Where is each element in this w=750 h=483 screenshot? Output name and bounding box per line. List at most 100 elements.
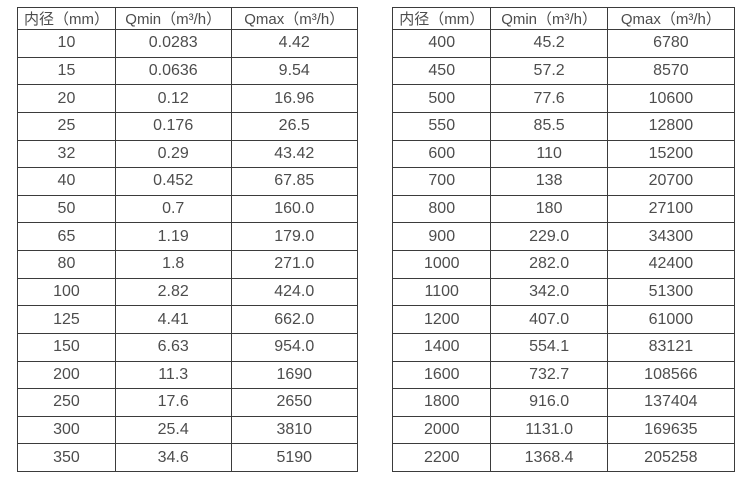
table-header-row: 内径（mm） Qmin（m³/h） Qmax（m³/h） — [17, 7, 358, 30]
table-cell: 900 — [391, 222, 492, 251]
table-cell: 732.7 — [490, 360, 608, 390]
table-cell: 4.42 — [230, 29, 358, 58]
table-row: 150 6.63 954.0 — [17, 332, 358, 362]
table-cell: 916.0 — [490, 388, 608, 417]
table-row: 2000 1131.0 169635 — [391, 415, 736, 445]
table-cell: 27100 — [606, 194, 736, 224]
column-header-qmin: Qmin（m³/h） — [114, 7, 232, 30]
table-row: 10 0.0283 4.42 — [17, 29, 358, 58]
flow-table-large-diameters: 内径（mm） Qmin（m³/h） Qmax（m³/h） 400 45.2 6780… — [391, 7, 736, 472]
table-cell: 1368.4 — [490, 443, 608, 472]
table-cell: 800 — [391, 194, 492, 224]
table-cell: 6780 — [606, 29, 736, 58]
column-header-diameter: 内径（mm） — [17, 7, 116, 30]
table-cell: 20 — [17, 84, 116, 113]
table-cell: 10 — [17, 29, 116, 58]
table-cell: 271.0 — [230, 250, 358, 279]
table-cell: 34300 — [606, 222, 736, 251]
table-cell: 424.0 — [230, 277, 358, 307]
table-cell: 2200 — [391, 443, 492, 472]
table-row: 200 11.3 1690 — [17, 360, 358, 390]
table-cell: 0.0636 — [114, 56, 232, 86]
column-header-diameter: 内径（mm） — [391, 7, 492, 30]
table-cell: 25 — [17, 111, 116, 141]
table-cell: 1800 — [391, 388, 492, 417]
table-cell: 4.41 — [114, 305, 232, 334]
table-cell: 0.176 — [114, 111, 232, 141]
table-cell: 10600 — [606, 84, 736, 113]
table-cell: 200 — [17, 360, 116, 390]
table-cell: 43.42 — [230, 139, 358, 169]
table-row: 2200 1368.4 205258 — [391, 443, 736, 472]
table-cell: 5190 — [230, 443, 358, 472]
table-cell: 342.0 — [490, 277, 608, 307]
table-cell: 26.5 — [230, 111, 358, 141]
table-cell: 42400 — [606, 250, 736, 279]
table-cell: 9.54 — [230, 56, 358, 86]
table-cell: 450 — [391, 56, 492, 86]
table-cell: 77.6 — [490, 84, 608, 113]
table-cell: 1200 — [391, 305, 492, 334]
table-cell: 554.1 — [490, 332, 608, 362]
table-cell: 229.0 — [490, 222, 608, 251]
table-cell: 0.29 — [114, 139, 232, 169]
table-cell: 205258 — [606, 443, 736, 472]
table-cell: 57.2 — [490, 56, 608, 86]
table-header-row: 内径（mm） Qmin（m³/h） Qmax（m³/h） — [391, 7, 736, 30]
table-row: 600 110 15200 — [391, 139, 736, 169]
table-row: 700 138 20700 — [391, 167, 736, 196]
table-cell: 85.5 — [490, 111, 608, 141]
table-cell: 3810 — [230, 415, 358, 445]
table-row: 1200 407.0 61000 — [391, 305, 736, 334]
table-cell: 80 — [17, 250, 116, 279]
flow-table-small-diameters: 内径（mm） Qmin（m³/h） Qmax（m³/h） 10 0.0283 4.4… — [17, 7, 358, 472]
table-cell: 17.6 — [114, 388, 232, 417]
table-cell: 125 — [17, 305, 116, 334]
table-cell: 1100 — [391, 277, 492, 307]
table-row: 1100 342.0 51300 — [391, 277, 736, 307]
table-body: 400 45.2 6780 450 57.2 8570 500 77.6 10600 550 85.… — [391, 29, 736, 472]
table-cell: 6.63 — [114, 332, 232, 362]
table-cell: 50 — [17, 194, 116, 224]
table-cell: 300 — [17, 415, 116, 445]
table-cell: 0.452 — [114, 167, 232, 196]
table-row: 800 180 27100 — [391, 194, 736, 224]
table-cell: 110 — [490, 139, 608, 169]
table-cell: 169635 — [606, 415, 736, 445]
table-cell: 1000 — [391, 250, 492, 279]
table-cell: 600 — [391, 139, 492, 169]
table-cell: 8570 — [606, 56, 736, 86]
table-row: 1000 282.0 42400 — [391, 250, 736, 279]
table-row: 300 25.4 3810 — [17, 415, 358, 445]
table-cell: 0.0283 — [114, 29, 232, 58]
table-cell: 180 — [490, 194, 608, 224]
table-row: 900 229.0 34300 — [391, 222, 736, 251]
table-cell: 20700 — [606, 167, 736, 196]
table-cell: 100 — [17, 277, 116, 307]
table-cell: 1.8 — [114, 250, 232, 279]
table-cell: 250 — [17, 388, 116, 417]
table-cell: 2.82 — [114, 277, 232, 307]
table-row: 350 34.6 5190 — [17, 443, 358, 472]
table-cell: 0.7 — [114, 194, 232, 224]
table-cell: 12800 — [606, 111, 736, 141]
table-row: 25 0.176 26.5 — [17, 111, 358, 141]
table-cell: 34.6 — [114, 443, 232, 472]
column-header-qmax: Qmax（m³/h） — [606, 7, 736, 30]
table-cell: 954.0 — [230, 332, 358, 362]
table-row: 40 0.452 67.85 — [17, 167, 358, 196]
table-row: 32 0.29 43.42 — [17, 139, 358, 169]
table-row: 20 0.12 16.96 — [17, 84, 358, 113]
table-cell: 40 — [17, 167, 116, 196]
table-cell: 550 — [391, 111, 492, 141]
table-cell: 662.0 — [230, 305, 358, 334]
table-cell: 350 — [17, 443, 116, 472]
table-cell: 2650 — [230, 388, 358, 417]
table-cell: 83121 — [606, 332, 736, 362]
table-cell: 179.0 — [230, 222, 358, 251]
table-cell: 407.0 — [490, 305, 608, 334]
table-cell: 500 — [391, 84, 492, 113]
column-header-qmax: Qmax（m³/h） — [230, 7, 358, 30]
table-cell: 11.3 — [114, 360, 232, 390]
table-cell: 137404 — [606, 388, 736, 417]
